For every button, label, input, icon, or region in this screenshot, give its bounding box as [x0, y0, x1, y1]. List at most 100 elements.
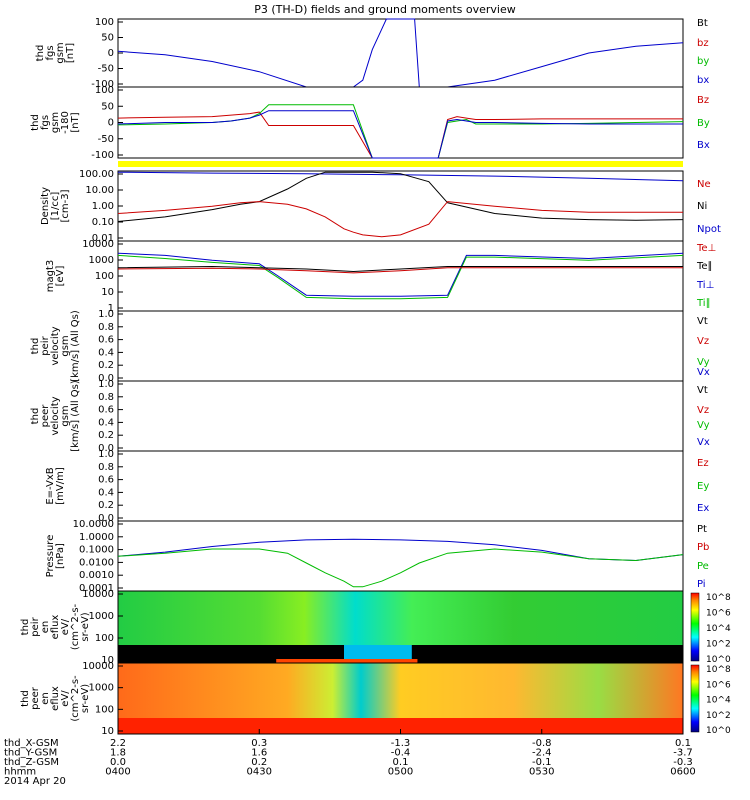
y-axis-label: sr-eV): [80, 684, 91, 713]
panel-peir_spectrogram: 10^8 10^6 10^4 10^2 10^0 10000 1000 100 10 thd pei…: [20, 589, 731, 666]
legend-entry: By: [697, 118, 710, 129]
y-tick-label: 100: [95, 85, 114, 96]
ephemeris-value: -0.1: [532, 757, 552, 768]
colorbar-tick-label: 10^4: [706, 696, 731, 706]
series-line-Te⊥: [117, 267, 683, 274]
y-tick-label: 0.0: [98, 443, 114, 454]
figure-title: P3 (TH-D) fields and ground moments over…: [254, 3, 516, 16]
y-tick-label: 0.0010: [79, 570, 114, 581]
legend-entry: bz: [697, 38, 709, 49]
peir_velocity-frame: [117, 310, 684, 382]
ephemeris-value: 0.1: [675, 738, 691, 749]
y-axis-label: thd: [30, 408, 41, 425]
y-tick-label: 0.2: [98, 430, 114, 441]
peir_spectrogram-colorbar: [690, 592, 700, 662]
legend-entry: Bx: [697, 140, 710, 151]
series-line-Ti∥: [117, 254, 684, 300]
ephemeris-value: 1.6: [251, 748, 267, 759]
series-line-Ne: [117, 201, 683, 238]
y-axis-label: Density: [40, 187, 51, 225]
y-axis-label: E=-VxB: [45, 467, 56, 504]
panel-density: 100.00 10.00 1.00 0.10 0.01 Density [1/cc] [cm-…: [40, 169, 721, 244]
y-axis-label: velocity: [50, 396, 61, 435]
series-line-Bx: [117, 110, 683, 159]
legend-entry: Bz: [697, 95, 709, 106]
panel-peir_velocity: 1.0 0.8 0.60.4 0.2 0.0 thd peir velocity gsm [km/…: [30, 309, 710, 384]
ephemeris-value: -0.4: [391, 748, 411, 759]
y-axis-label: gsm: [50, 112, 61, 133]
date-label: 2014 Apr 20: [4, 776, 66, 787]
legend-entry: bx: [697, 75, 709, 86]
colorbar-tick-label: 10^8: [706, 665, 731, 675]
y-axis-label: (cm^2-s-: [70, 675, 81, 722]
y-tick-label: 0.10: [92, 217, 114, 228]
y-axis-label: peer: [30, 686, 41, 710]
ephemeris-value: -0.3: [673, 757, 693, 768]
y-tick-label: 0.6: [98, 335, 114, 346]
y-axis-label: sr-eV): [80, 612, 91, 641]
ephemeris-value: -2.4: [532, 748, 552, 759]
y-tick-label: 0.2: [98, 500, 114, 511]
panel-peer_spectrogram: 10^8 10^6 10^4 10^2 10^0 10000 1000 100 10 thd pee…: [20, 659, 731, 737]
legend-entry: Vt: [697, 316, 708, 327]
y-axis-label: gsm: [60, 335, 71, 356]
series-line-Bz: [117, 111, 683, 159]
y-tick-label: 1.0000: [79, 532, 114, 543]
y-tick-label: 1.0: [98, 309, 114, 320]
y-tick-label: 0.8: [98, 322, 114, 333]
y-tick-label: -100: [91, 79, 114, 90]
efield-frame: [117, 450, 684, 522]
colorbar-tick-label: 10^6: [706, 680, 731, 690]
y-tick-label: -50: [98, 64, 114, 75]
y-axis-label: eflux: [50, 686, 61, 711]
panel-efield: 1.0 0.8 0.60.4 0.2 0.0 E=-VxB [mV/m] Ez Ey Ex: [45, 449, 709, 524]
y-axis-label: [nPa]: [55, 543, 66, 569]
y-axis-label: -180: [60, 111, 71, 134]
colorbar-tick-label: 10^0: [706, 655, 731, 665]
ephemeris-value: 0600: [670, 767, 695, 778]
y-axis-label: fgs: [45, 45, 56, 60]
y-tick-label: 50: [101, 33, 114, 44]
legend-entry: Te⊥: [696, 243, 716, 254]
y-tick-label: 100: [95, 17, 114, 28]
y-tick-label: 10.00: [85, 185, 114, 196]
fgs_top-frame: [117, 18, 684, 88]
legend-entry: Pt: [697, 524, 707, 535]
legend-entry: Ex: [697, 503, 709, 514]
ephemeris-value: 0430: [247, 767, 272, 778]
legend-entry: Vt: [697, 385, 708, 396]
y-tick-label: 0.1000: [79, 545, 114, 556]
y-tick-label: 0.0100: [79, 557, 114, 568]
y-tick-label: 1000: [89, 611, 114, 622]
colorbar-tick-label: 10^2: [706, 640, 731, 650]
y-axis-label: [eV]: [55, 266, 66, 287]
y-axis-label: [nT]: [65, 43, 76, 63]
colorbar-tick-label: 10^2: [706, 711, 731, 721]
ephemeris-label: hhmm: [4, 767, 36, 778]
y-axis-label: Pressure: [45, 535, 56, 578]
ephemeris-value: 0.2: [251, 757, 267, 768]
y-axis-label: gsm: [55, 42, 66, 63]
y-tick-label: 1: [108, 303, 114, 314]
series-line-Pe: [117, 548, 684, 588]
y-tick-label: 100.00: [79, 169, 114, 180]
y-tick-label: 0.2: [98, 360, 114, 371]
y-axis-label: eflux: [50, 615, 61, 640]
series-line-Te∥: [117, 265, 683, 273]
y-tick-label: 10000: [82, 661, 114, 672]
ephemeris-value: 0500: [388, 767, 413, 778]
temperature-frame: [117, 240, 684, 312]
y-tick-label: -50: [98, 134, 114, 145]
ephemeris-value: -1.3: [391, 738, 411, 749]
y-axis-label: thd: [30, 338, 41, 355]
y-axis-label: thd: [20, 690, 31, 707]
y-axis-label: en: [40, 692, 51, 705]
y-axis-label: magt3: [45, 260, 56, 293]
y-tick-label: 0.0001: [79, 583, 114, 594]
peer_velocity-frame: [117, 380, 684, 452]
legend-entry: Pi: [697, 579, 706, 590]
y-axis-label: fgs: [40, 115, 51, 130]
legend-entry: Te∥: [696, 261, 713, 272]
ephemeris-label: thd_X-GSM: [4, 738, 59, 749]
colorbar-tick-label: 10^4: [706, 624, 731, 634]
